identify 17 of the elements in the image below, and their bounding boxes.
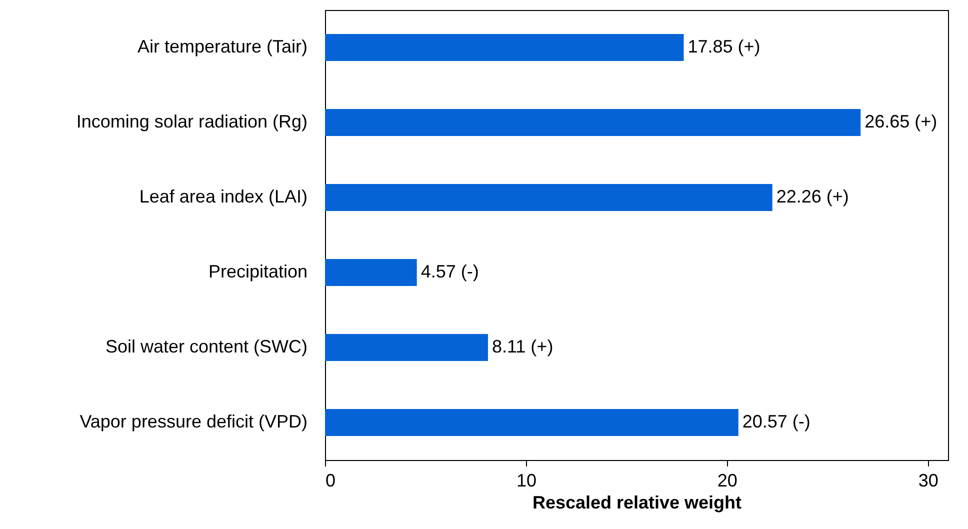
- data-label: 17.85 (+): [688, 36, 760, 56]
- data-label: 8.11 (+): [492, 336, 554, 356]
- y-tick-label: Vapor pressure deficit (VPD): [80, 412, 308, 432]
- x-axis-title: Rescaled relative weight: [532, 492, 742, 512]
- x-tick-label: 0: [326, 470, 336, 490]
- y-tick-label: Precipitation: [208, 262, 308, 282]
- y-tick-label: Incoming solar radiation (Rg): [76, 112, 308, 132]
- y-tick-label: Air temperature (Tair): [137, 36, 308, 56]
- x-tick-label: 10: [516, 470, 536, 490]
- data-label: 22.26 (+): [776, 186, 849, 206]
- x-tick-label: 30: [918, 470, 938, 490]
- data-label: 26.65 (+): [864, 112, 938, 132]
- data-label: 4.57 (-): [420, 262, 479, 282]
- data-label: 20.57 (-): [742, 412, 810, 432]
- y-tick-label: Soil water content (SWC): [105, 336, 308, 356]
- x-tick-label: 20: [717, 470, 738, 490]
- y-tick-label: Leaf area index (LAI): [139, 186, 308, 206]
